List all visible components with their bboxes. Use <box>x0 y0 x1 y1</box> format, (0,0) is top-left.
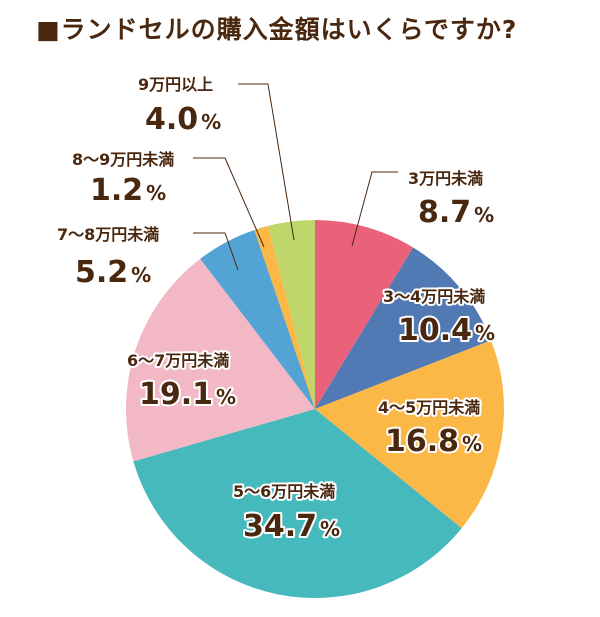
pie-slice <box>133 409 462 598</box>
leader-line <box>193 157 265 248</box>
slice-label: 9万円以上 <box>138 75 213 94</box>
pie-slice <box>268 220 315 409</box>
pie-slice <box>315 340 504 529</box>
percent-unit: % <box>146 181 166 205</box>
pie-slice <box>254 225 315 409</box>
slice-value: 1.2% <box>90 173 166 208</box>
slice-label: 4〜5万円未満 <box>378 398 480 417</box>
pie-slice <box>315 220 414 409</box>
pie-slice <box>315 247 492 409</box>
pie-slice <box>125 258 315 462</box>
percent-unit: % <box>201 110 221 134</box>
leader-line <box>351 171 398 247</box>
slice-label: 6〜7万円未満 <box>127 351 229 370</box>
percent-unit: % <box>474 203 494 227</box>
slice-label: 8〜9万円未満 <box>72 150 174 169</box>
slice-label: 3〜4万円未満 <box>383 287 485 306</box>
slice-label: 7〜8万円未満 <box>57 225 159 244</box>
slice-value: 4.0% <box>145 102 221 137</box>
slice-value: 5.2% <box>75 255 151 290</box>
percent-unit: % <box>462 432 482 456</box>
percent-unit: % <box>475 321 495 345</box>
leader-line <box>193 232 239 271</box>
percent-unit: % <box>216 385 236 409</box>
leader-line <box>238 83 295 241</box>
slice-value: 16.8% <box>385 424 482 459</box>
percent-unit: % <box>131 263 151 287</box>
slice-label: 5〜6万円未満 <box>233 482 335 501</box>
chart-title: ■ランドセルの購入金額はいくらですか? <box>36 15 518 44</box>
slice-value: 8.7% <box>418 195 494 230</box>
pie-slice <box>200 229 315 409</box>
percent-unit: % <box>320 517 340 541</box>
slice-label: 3万円未満 <box>408 169 483 188</box>
